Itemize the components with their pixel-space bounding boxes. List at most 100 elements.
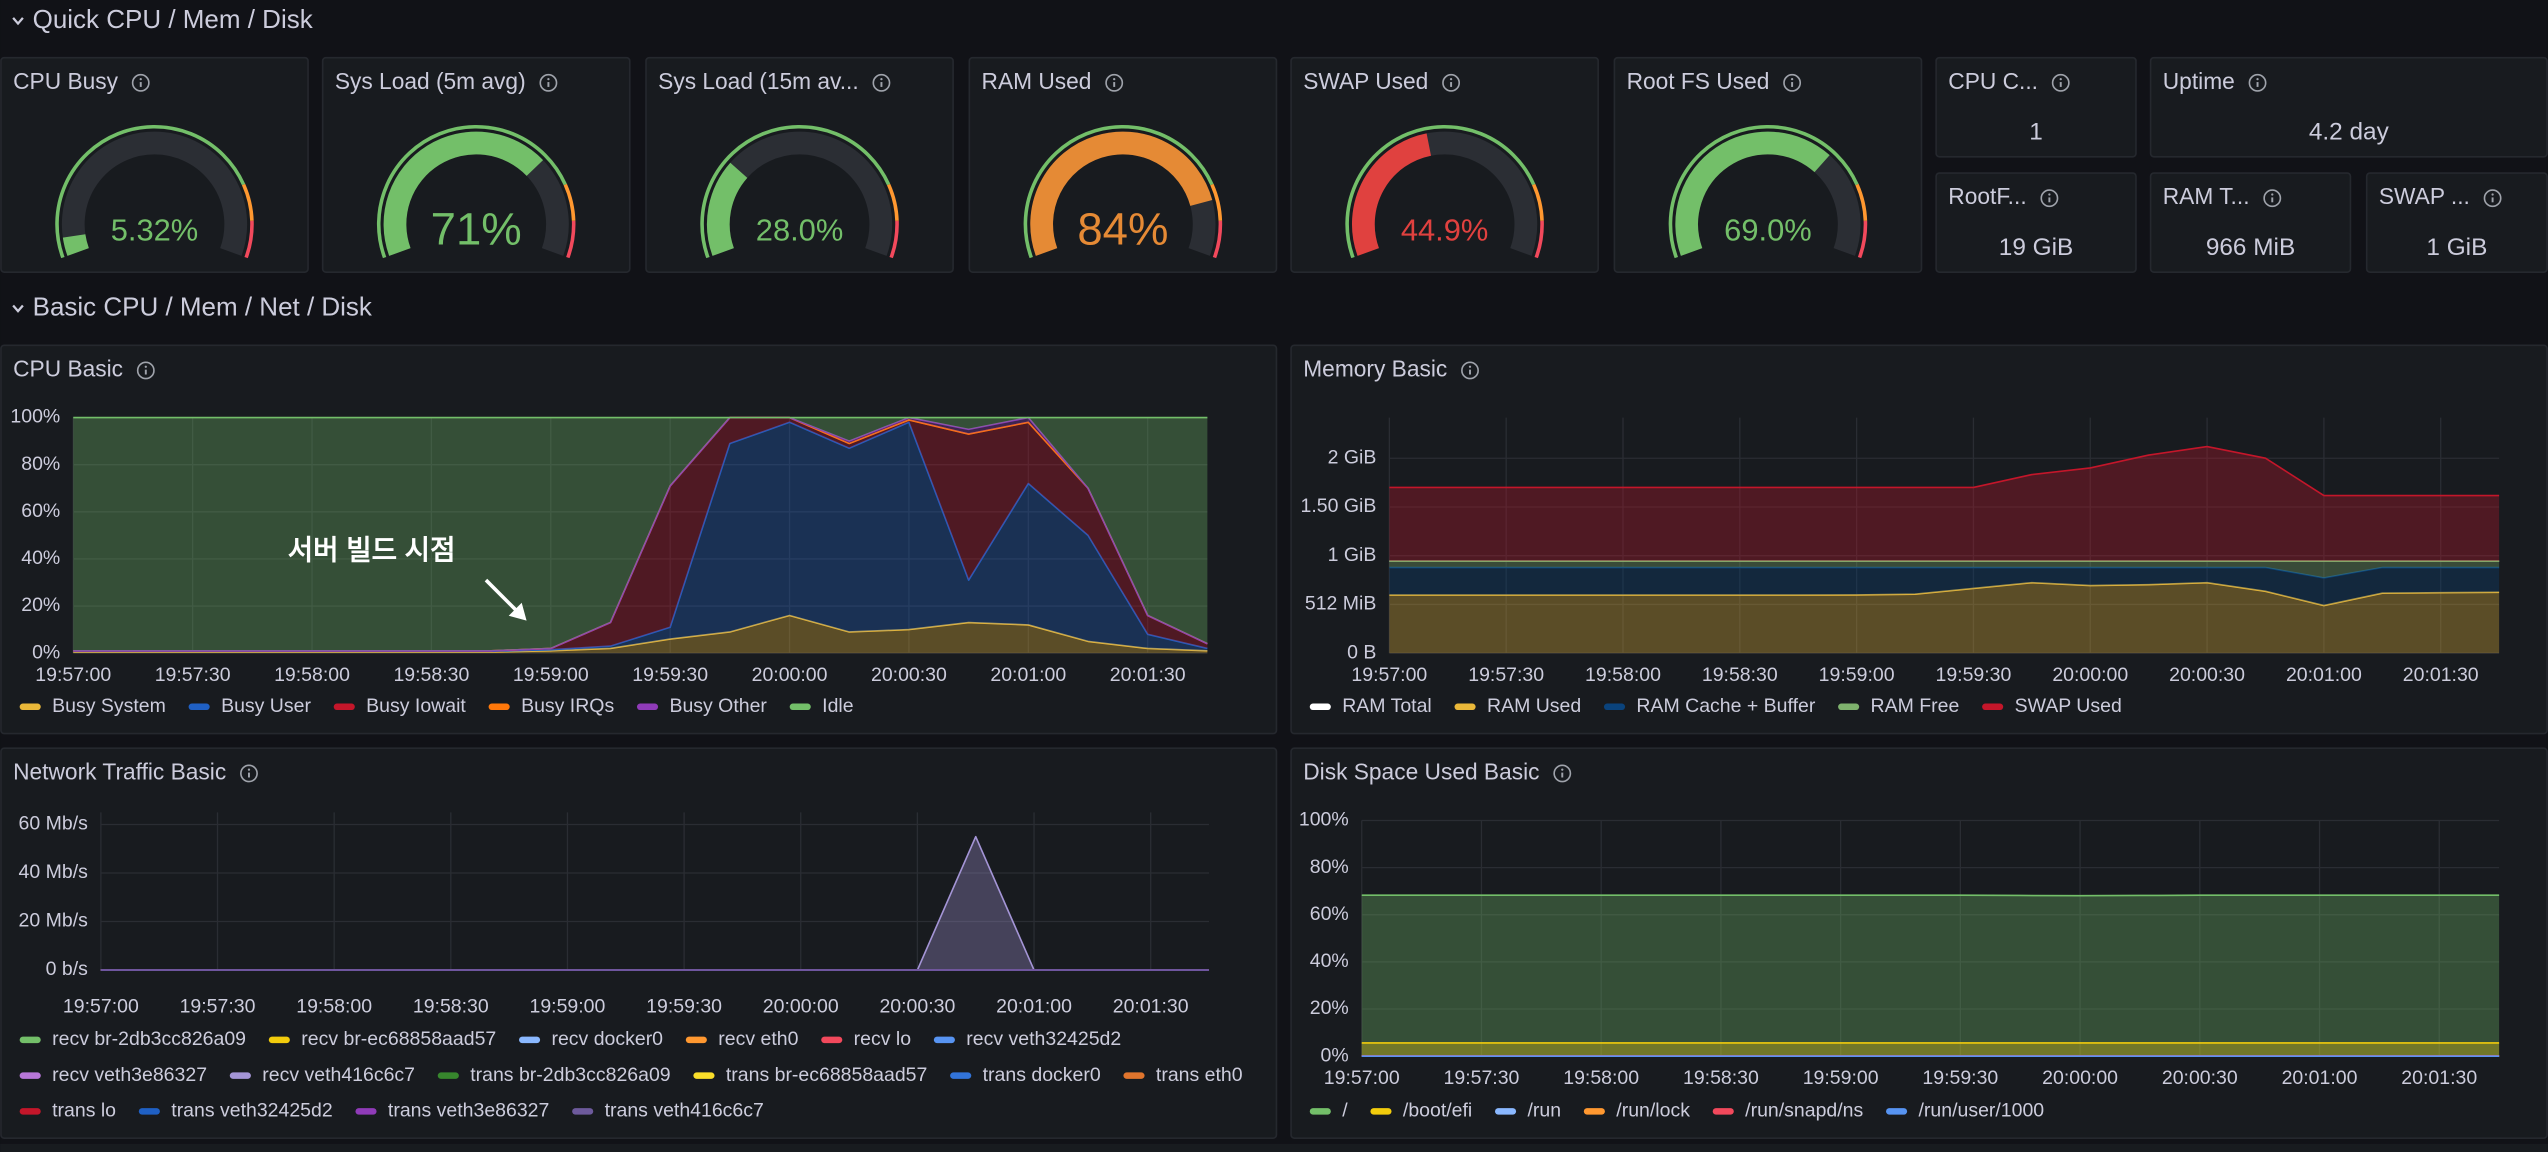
info-icon[interactable] xyxy=(1783,73,1802,92)
legend-label[interactable]: /run/user/1000 xyxy=(1919,1100,2045,1122)
gauge-threshold-warn xyxy=(1532,183,1544,221)
info-icon[interactable] xyxy=(539,73,558,92)
legend-label[interactable]: RAM Free xyxy=(1871,695,1960,717)
info-icon[interactable] xyxy=(2051,73,2070,92)
legend-label[interactable]: trans lo xyxy=(52,1100,116,1122)
x-tick-label: 20:00:30 xyxy=(2162,1067,2238,1089)
panel-title: CPU Busy xyxy=(13,68,118,94)
x-tick-label: 19:59:00 xyxy=(530,996,606,1018)
info-icon[interactable] xyxy=(1461,361,1479,380)
legend-label[interactable]: Busy Other xyxy=(669,695,767,717)
legend-label[interactable]: SWAP Used xyxy=(2015,695,2122,717)
legend-swatch xyxy=(1494,1108,1517,1115)
legend-label[interactable]: trans veth3e86327 xyxy=(388,1100,549,1122)
info-icon[interactable] xyxy=(1553,764,1572,783)
stat-value: 19 GiB xyxy=(1999,234,2073,261)
info-icon[interactable] xyxy=(2248,73,2267,92)
collapse-chevron[interactable] xyxy=(12,304,24,313)
x-tick-label: 19:58:00 xyxy=(296,996,372,1018)
series-line xyxy=(1389,581,2500,607)
legend-label[interactable]: RAM Used xyxy=(1487,695,1581,717)
legend-label[interactable]: trans eth0 xyxy=(1156,1064,1243,1086)
legend-label[interactable]: Idle xyxy=(822,695,853,717)
legend-label[interactable]: Busy User xyxy=(221,695,311,717)
legend-label[interactable]: trans docker0 xyxy=(983,1064,1101,1086)
info-icon[interactable] xyxy=(240,764,258,783)
legend-label[interactable]: trans br-ec68858aad57 xyxy=(726,1064,928,1086)
x-tick-label: 19:57:30 xyxy=(1444,1067,1520,1089)
legend-swatch xyxy=(1838,703,1860,711)
legend-label[interactable]: / xyxy=(1342,1100,1348,1122)
info-icon[interactable] xyxy=(1105,73,1124,92)
gauge-value: 28.0% xyxy=(756,213,844,248)
legend-swatch xyxy=(1454,703,1476,711)
legend-label[interactable]: Busy Iowait xyxy=(366,695,466,717)
panel-title: Root FS Used xyxy=(1627,68,1770,94)
x-tick-label: 20:01:00 xyxy=(990,664,1066,686)
legend-swatch xyxy=(1309,1108,1331,1115)
legend-label[interactable]: recv veth416c6c7 xyxy=(262,1064,415,1086)
x-tick-label: 20:00:30 xyxy=(2169,664,2245,686)
panel-title: Memory Basic xyxy=(1303,355,1447,381)
x-tick-label: 20:01:00 xyxy=(2286,664,2362,686)
legend-swatch xyxy=(1123,1072,1145,1079)
info-icon[interactable] xyxy=(131,73,150,92)
gauge-threshold-warn xyxy=(241,183,254,221)
info-icon-dot xyxy=(2048,193,2051,196)
stat-value: 4.2 day xyxy=(2309,119,2390,146)
x-tick-label: 20:00:00 xyxy=(763,996,839,1018)
legend-label[interactable]: recv br-2db3cc826a09 xyxy=(52,1028,246,1050)
legend-label[interactable]: /run/snapd/ns xyxy=(1745,1100,1863,1122)
y-tick-label: 0% xyxy=(32,641,60,663)
y-tick-label: 1 GiB xyxy=(1328,544,1377,566)
x-tick-label: 19:57:30 xyxy=(180,996,256,1018)
panel-title: Sys Load (5m avg) xyxy=(335,68,526,94)
series-area xyxy=(1389,567,2500,606)
legend-label[interactable]: trans veth32425d2 xyxy=(171,1100,332,1122)
legend-label[interactable]: /boot/efi xyxy=(1403,1100,1472,1122)
legend-label[interactable]: recv veth3e86327 xyxy=(52,1064,207,1086)
legend-swatch xyxy=(268,1036,290,1044)
info-icon[interactable] xyxy=(136,361,155,380)
legend-label[interactable]: Busy IRQs xyxy=(521,695,614,717)
chart-panel xyxy=(0,344,1278,735)
legend-label[interactable]: recv veth32425d2 xyxy=(966,1028,1121,1050)
x-tick-label: 20:01:00 xyxy=(996,996,1072,1018)
stat-panel xyxy=(1935,172,2137,273)
info-icon[interactable] xyxy=(2040,189,2059,208)
y-tick-label: 1.50 GiB xyxy=(1301,495,1377,517)
info-icon[interactable] xyxy=(2483,189,2502,208)
legend-label[interactable]: recv docker0 xyxy=(551,1028,663,1050)
annotation: 서버 빌드 시점 xyxy=(288,535,456,566)
info-icon-dot xyxy=(880,77,883,81)
info-icon-dot xyxy=(2059,77,2062,81)
legend-label[interactable]: /run xyxy=(1527,1100,1561,1122)
legend-label[interactable]: recv br-ec68858aad57 xyxy=(301,1028,496,1050)
x-tick-label: 20:01:30 xyxy=(2403,664,2479,686)
gauge-threshold-ok xyxy=(1668,125,1859,259)
x-tick-label: 19:57:00 xyxy=(1351,664,1427,686)
legend-label[interactable]: Busy System xyxy=(52,695,166,717)
chart-panel xyxy=(0,747,1278,1140)
gauge-threshold-ok xyxy=(1023,124,1214,259)
x-tick-label: 19:58:00 xyxy=(1563,1067,1639,1089)
legend-label[interactable]: RAM Cache + Buffer xyxy=(1636,695,1815,717)
legend-label[interactable]: trans veth416c6c7 xyxy=(605,1100,764,1122)
panel-title: CPU C... xyxy=(1948,68,2038,94)
info-icon[interactable] xyxy=(872,73,891,92)
info-icon-dot xyxy=(2271,193,2274,196)
collapse-chevron[interactable] xyxy=(12,17,24,26)
info-icon[interactable] xyxy=(1442,73,1461,92)
legend-label[interactable]: trans br-2db3cc826a09 xyxy=(470,1064,670,1086)
info-icon[interactable] xyxy=(2263,189,2282,208)
chart-panel xyxy=(1290,344,2548,735)
legend-label[interactable]: /run/lock xyxy=(1616,1100,1690,1122)
legend-label[interactable]: recv lo xyxy=(854,1028,912,1050)
legend-label[interactable]: RAM Total xyxy=(1342,695,1432,717)
x-tick-label: 19:58:30 xyxy=(1702,664,1778,686)
stat-panel xyxy=(2149,172,2352,273)
legend-label[interactable]: recv eth0 xyxy=(718,1028,798,1050)
x-tick-label: 20:00:30 xyxy=(879,996,955,1018)
panel-title: RootF... xyxy=(1948,183,2026,209)
series-area xyxy=(73,417,1208,651)
